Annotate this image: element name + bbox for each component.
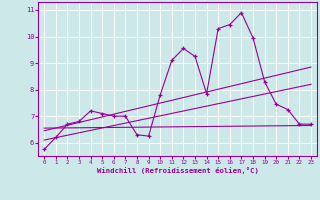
- X-axis label: Windchill (Refroidissement éolien,°C): Windchill (Refroidissement éolien,°C): [97, 167, 259, 174]
